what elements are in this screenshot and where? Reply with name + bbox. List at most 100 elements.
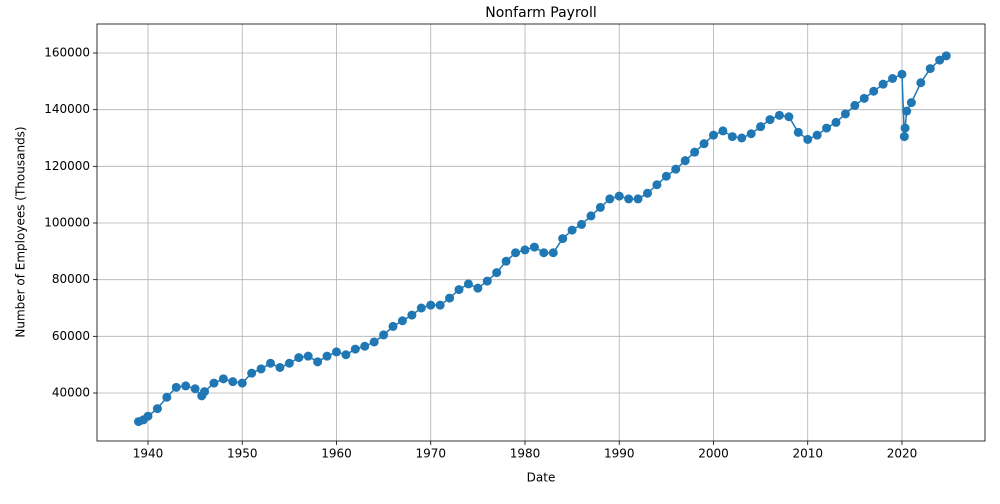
data-point: [577, 219, 587, 229]
data-point: [595, 202, 605, 212]
data-point: [746, 129, 756, 139]
data-point: [756, 122, 766, 132]
y-tick-label: 40000: [52, 386, 90, 400]
data-point: [900, 123, 910, 133]
data-point: [888, 73, 898, 83]
data-point: [916, 78, 926, 88]
y-tick-label: 80000: [52, 272, 90, 286]
data-point: [539, 248, 549, 258]
x-tick-label: 1940: [133, 447, 164, 461]
data-point: [633, 194, 643, 204]
data-point: [266, 358, 276, 368]
data-point: [341, 350, 351, 360]
data-point: [379, 330, 389, 340]
data-point: [200, 387, 210, 397]
data-point: [690, 147, 700, 157]
data-point: [520, 245, 530, 255]
data-point: [850, 100, 860, 110]
y-tick-label: 140000: [44, 102, 90, 116]
data-point: [831, 117, 841, 127]
data-point: [718, 126, 728, 136]
data-point: [454, 285, 464, 295]
data-point: [473, 283, 483, 293]
data-point: [171, 382, 181, 392]
data-point: [284, 358, 294, 368]
x-tick-label: 2010: [792, 447, 823, 461]
data-point: [708, 130, 718, 140]
data-point: [652, 180, 662, 190]
y-tick-label: 120000: [44, 159, 90, 173]
data-point: [350, 344, 360, 354]
data-point: [624, 194, 634, 204]
data-point: [190, 384, 200, 394]
data-point: [793, 127, 803, 137]
x-tick-label: 1950: [227, 447, 258, 461]
data-point: [869, 86, 879, 96]
x-tick-label: 1980: [510, 447, 541, 461]
x-tick-label: 1990: [604, 447, 635, 461]
data-point: [416, 303, 426, 313]
data-point: [680, 156, 690, 166]
data-point: [803, 134, 813, 144]
data-point: [407, 310, 417, 320]
x-tick-label: 1970: [415, 447, 446, 461]
data-point: [360, 341, 370, 351]
data-point: [902, 106, 912, 116]
data-point: [247, 368, 257, 378]
data-point: [661, 171, 671, 181]
data-point: [941, 51, 951, 61]
data-point: [369, 337, 379, 347]
data-point: [614, 191, 624, 201]
data-point: [897, 69, 907, 79]
y-tick-label: 160000: [44, 45, 90, 59]
plot-frame: [96, 23, 986, 442]
data-point: [331, 347, 341, 357]
data-point: [492, 268, 502, 278]
data-point: [313, 357, 323, 367]
data-point: [586, 211, 596, 221]
data-point: [822, 123, 832, 133]
data-point: [906, 98, 916, 108]
data-point: [228, 377, 238, 387]
data-point: [143, 411, 153, 421]
data-point: [671, 164, 681, 174]
data-point: [397, 316, 407, 326]
data-point: [784, 112, 794, 122]
data-point: [435, 300, 445, 310]
data-point: [152, 404, 162, 414]
y-tick-label: 100000: [44, 215, 90, 229]
data-point: [445, 293, 455, 303]
data-point: [765, 115, 775, 125]
data-point: [878, 79, 888, 89]
data-point: [511, 248, 521, 258]
data-point: [162, 392, 172, 402]
x-tick-label: 2000: [698, 447, 729, 461]
data-point: [501, 256, 511, 266]
data-point: [303, 351, 313, 361]
data-point: [237, 378, 247, 388]
data-point: [727, 132, 737, 142]
data-point: [699, 139, 709, 149]
x-tick-label: 1960: [321, 447, 352, 461]
data-point: [558, 234, 568, 244]
data-point: [605, 194, 615, 204]
data-point: [482, 276, 492, 286]
data-point: [925, 64, 935, 74]
data-point: [294, 353, 304, 363]
data-point: [322, 351, 332, 361]
data-point: [859, 93, 869, 103]
chart-title: Nonfarm Payroll: [485, 5, 597, 21]
data-point: [426, 300, 436, 310]
data-point: [181, 381, 191, 391]
x-axis-label: Date: [527, 471, 556, 485]
data-point: [463, 279, 473, 289]
data-point: [840, 109, 850, 119]
data-point: [774, 110, 784, 120]
data-point: [275, 363, 285, 373]
data-point: [529, 242, 539, 252]
data-point: [642, 188, 652, 198]
data-point: [218, 374, 228, 384]
data-point: [737, 133, 747, 143]
data-point: [567, 225, 577, 235]
